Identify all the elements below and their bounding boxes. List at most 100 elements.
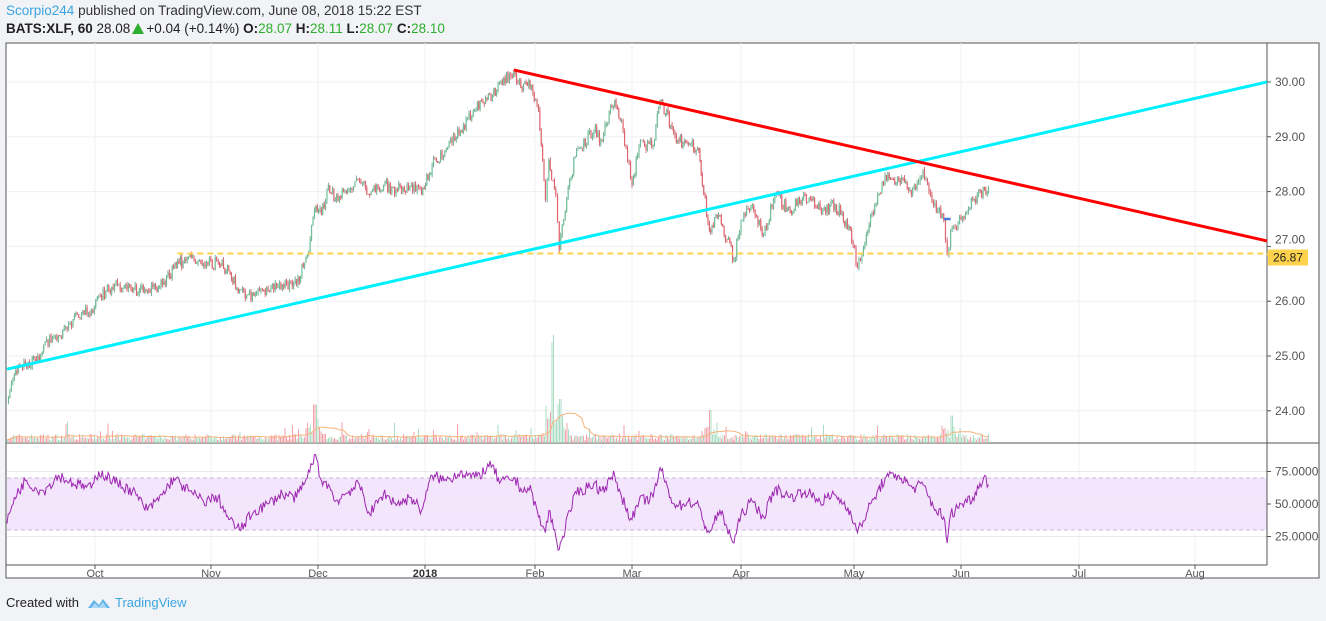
- close-label: C:: [396, 21, 412, 36]
- candle-body: [326, 190, 328, 202]
- resistance-trendline: [513, 68, 1268, 243]
- volume-bar: [794, 434, 796, 443]
- candle-body: [862, 247, 864, 256]
- volume-bar: [170, 435, 172, 443]
- candle-body: [555, 189, 557, 195]
- candle-body: [917, 181, 920, 184]
- candle-body: [330, 192, 332, 194]
- candle-body: [889, 178, 892, 180]
- volume-bar: [310, 424, 311, 443]
- volume-bar: [557, 404, 559, 443]
- volume-bar: [265, 437, 266, 443]
- candle-body: [796, 200, 798, 206]
- candle-body: [331, 189, 334, 194]
- candle-body: [688, 143, 691, 146]
- volume-bar: [337, 439, 338, 443]
- volume-bar: [11, 436, 13, 443]
- volume-bar: [133, 435, 134, 443]
- volume-bar: [832, 434, 833, 443]
- volume-bar: [76, 439, 77, 443]
- candle-body: [726, 239, 728, 241]
- candle-body: [40, 356, 42, 360]
- candle-body: [468, 112, 470, 118]
- volume-bar: [920, 439, 922, 443]
- candle-body: [580, 147, 582, 149]
- volume-bar: [397, 435, 398, 443]
- candle-body: [336, 194, 338, 200]
- volume-bar: [470, 434, 472, 443]
- candle-body: [564, 212, 566, 220]
- volume-bar: [347, 439, 349, 443]
- candle-body: [690, 143, 692, 145]
- candle-body: [154, 284, 157, 288]
- candle-body: [72, 319, 74, 328]
- volume-bar: [205, 436, 206, 443]
- candle-body: [46, 339, 48, 342]
- candle-body: [216, 257, 218, 260]
- volume-bar: [14, 435, 16, 443]
- volume-bar: [818, 438, 820, 443]
- volume-bar: [455, 439, 457, 443]
- candle-body: [751, 204, 753, 207]
- candle-body: [16, 370, 18, 374]
- volume-bar: [541, 435, 542, 443]
- candle-body: [53, 336, 55, 338]
- candle-body: [43, 345, 45, 352]
- candle-body: [757, 216, 759, 225]
- candle-body: [270, 285, 272, 291]
- candle-body: [631, 177, 633, 186]
- candle-body: [658, 107, 660, 114]
- volume-bar: [766, 434, 767, 443]
- volume-bar: [938, 436, 940, 443]
- candle-body: [89, 313, 91, 316]
- candle-body: [225, 270, 227, 274]
- volume-bar: [143, 434, 145, 443]
- volume-bar: [65, 424, 67, 443]
- volume-bar: [202, 437, 203, 443]
- candle-body: [141, 285, 143, 287]
- volume-bar: [59, 439, 61, 443]
- volume-bar: [479, 436, 481, 443]
- candle-body: [449, 138, 452, 142]
- volume-bar: [581, 435, 583, 443]
- tradingview-logo-icon[interactable]: [87, 596, 111, 610]
- candle-body: [310, 225, 313, 239]
- candle-body: [738, 232, 741, 237]
- candle-body: [577, 148, 579, 150]
- volume-bar: [901, 435, 902, 443]
- volume-bar: [634, 436, 635, 443]
- candle-body: [722, 223, 724, 227]
- volume-bar: [647, 437, 649, 443]
- candle-body: [482, 100, 484, 103]
- volume-bar: [355, 437, 356, 443]
- volume-bar: [515, 430, 517, 443]
- candle-body: [451, 138, 453, 144]
- volume-bar: [673, 436, 674, 443]
- tradingview-link[interactable]: TradingView: [114, 595, 187, 610]
- volume-bar: [833, 439, 835, 443]
- candle-body: [710, 229, 712, 232]
- candle-body: [280, 282, 282, 290]
- volume-bar: [163, 439, 164, 443]
- volume-bar: [631, 437, 632, 443]
- candle-body: [382, 185, 385, 190]
- volume-bar: [47, 434, 49, 443]
- candle-body: [808, 198, 810, 203]
- candle-body: [233, 276, 235, 284]
- candle-body: [944, 220, 947, 241]
- candle-body: [380, 190, 382, 192]
- volume-bar: [734, 434, 736, 443]
- volume-bar: [860, 434, 862, 443]
- volume-bar: [464, 436, 466, 443]
- candle-body: [848, 226, 850, 229]
- volume-bar: [583, 435, 584, 443]
- volume-bar: [7, 439, 8, 443]
- candle-body: [611, 106, 613, 108]
- candle-body: [768, 220, 770, 224]
- candle-body: [708, 222, 710, 230]
- candle-body: [241, 288, 243, 290]
- candle-body: [714, 217, 716, 228]
- symbol-name[interactable]: BATS:XLF, 60: [6, 21, 93, 36]
- author-link[interactable]: Scorpio244: [6, 3, 75, 18]
